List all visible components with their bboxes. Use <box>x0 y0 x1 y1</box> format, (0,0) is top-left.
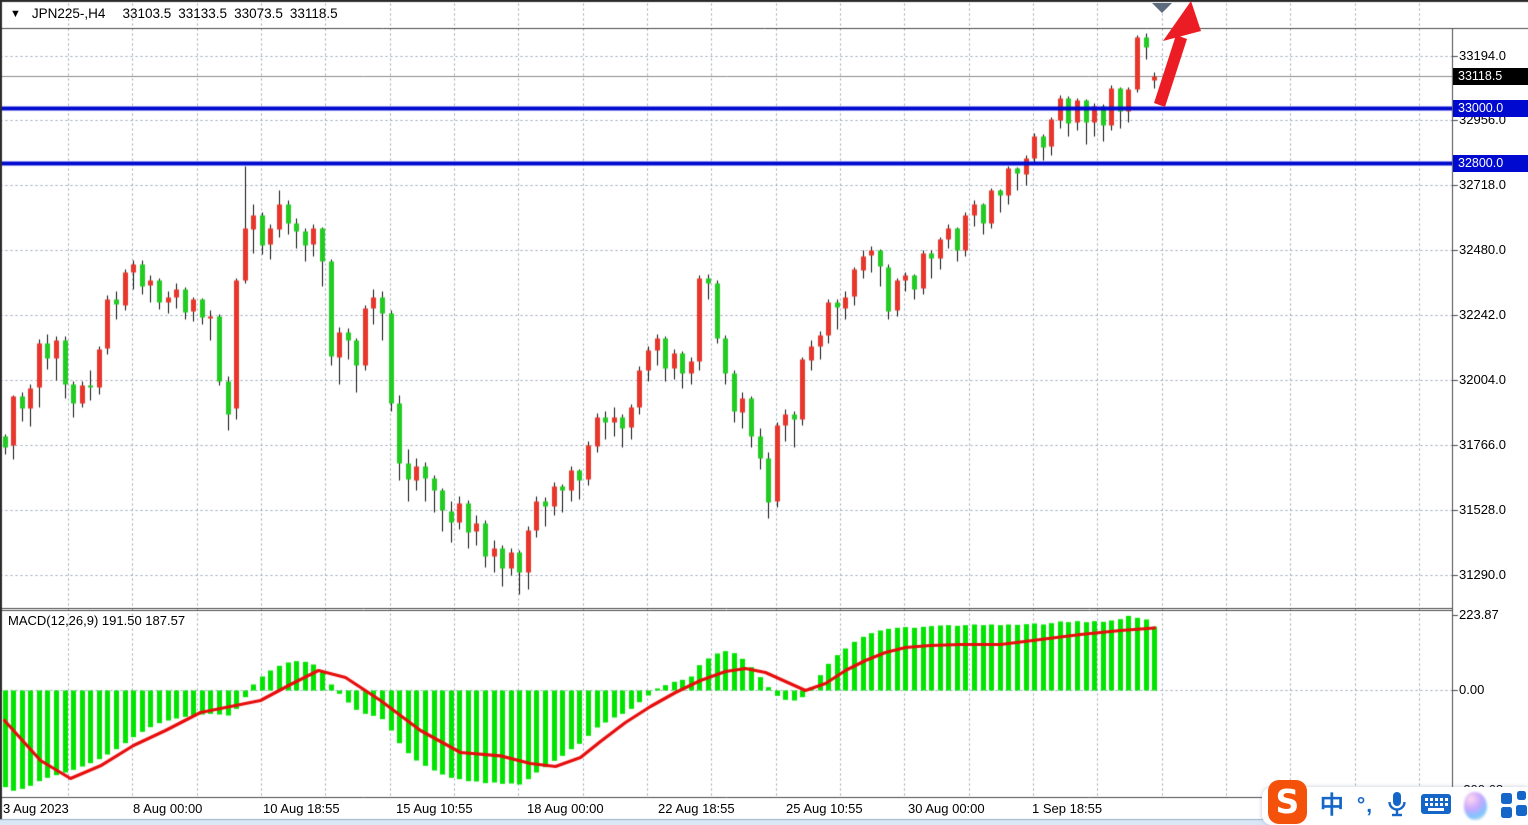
quote-high: 33133.5 <box>178 6 228 21</box>
quote-close: 33118.5 <box>289 6 338 21</box>
ime-toolbar: S 中 °, <box>1262 780 1528 825</box>
quote-open: 33103.5 <box>122 6 172 21</box>
toolbox-grid-icon[interactable] <box>1500 790 1528 823</box>
symbol-period-label: JPN225-,H4 <box>31 6 106 21</box>
one-click-trading-icon[interactable]: ▼ <box>10 7 21 20</box>
quote-bar: ▼ JPN225-,H4 33103.5 33133.5 33073.5 331… <box>10 6 338 21</box>
chinese-mode-icon[interactable]: 中 <box>1319 792 1344 819</box>
soft-keyboard-icon[interactable] <box>1421 793 1452 820</box>
macd-panel[interactable] <box>0 610 1452 797</box>
macd-indicator-label: MACD(12,26,9) 191.50 187.57 <box>8 613 186 628</box>
price-axis[interactable] <box>1452 28 1528 797</box>
quote-low: 33073.5 <box>234 6 283 21</box>
microphone-icon[interactable] <box>1386 791 1408 822</box>
skin-theme-icon[interactable] <box>1464 792 1487 820</box>
punctuation-mode-icon[interactable]: °, <box>1356 794 1374 817</box>
main-chart-area[interactable] <box>0 28 1452 600</box>
sogou-logo-icon[interactable]: S <box>1268 780 1307 824</box>
time-axis[interactable] <box>0 797 1452 821</box>
